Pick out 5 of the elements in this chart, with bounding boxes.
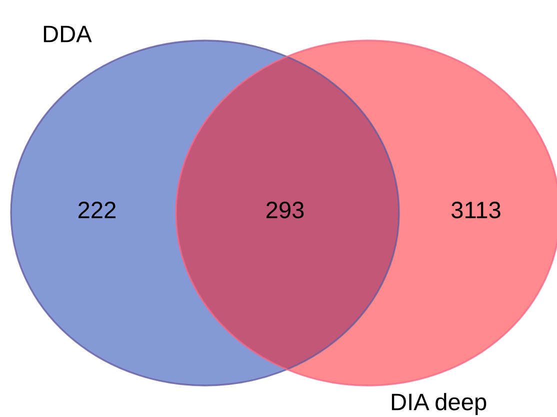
data-label: 3113 [452,202,500,218]
text: DIA deep [392,392,486,416]
data-label: 222 [78,202,116,218]
data-label: 293 [266,202,304,218]
text: DDA [44,26,92,42]
